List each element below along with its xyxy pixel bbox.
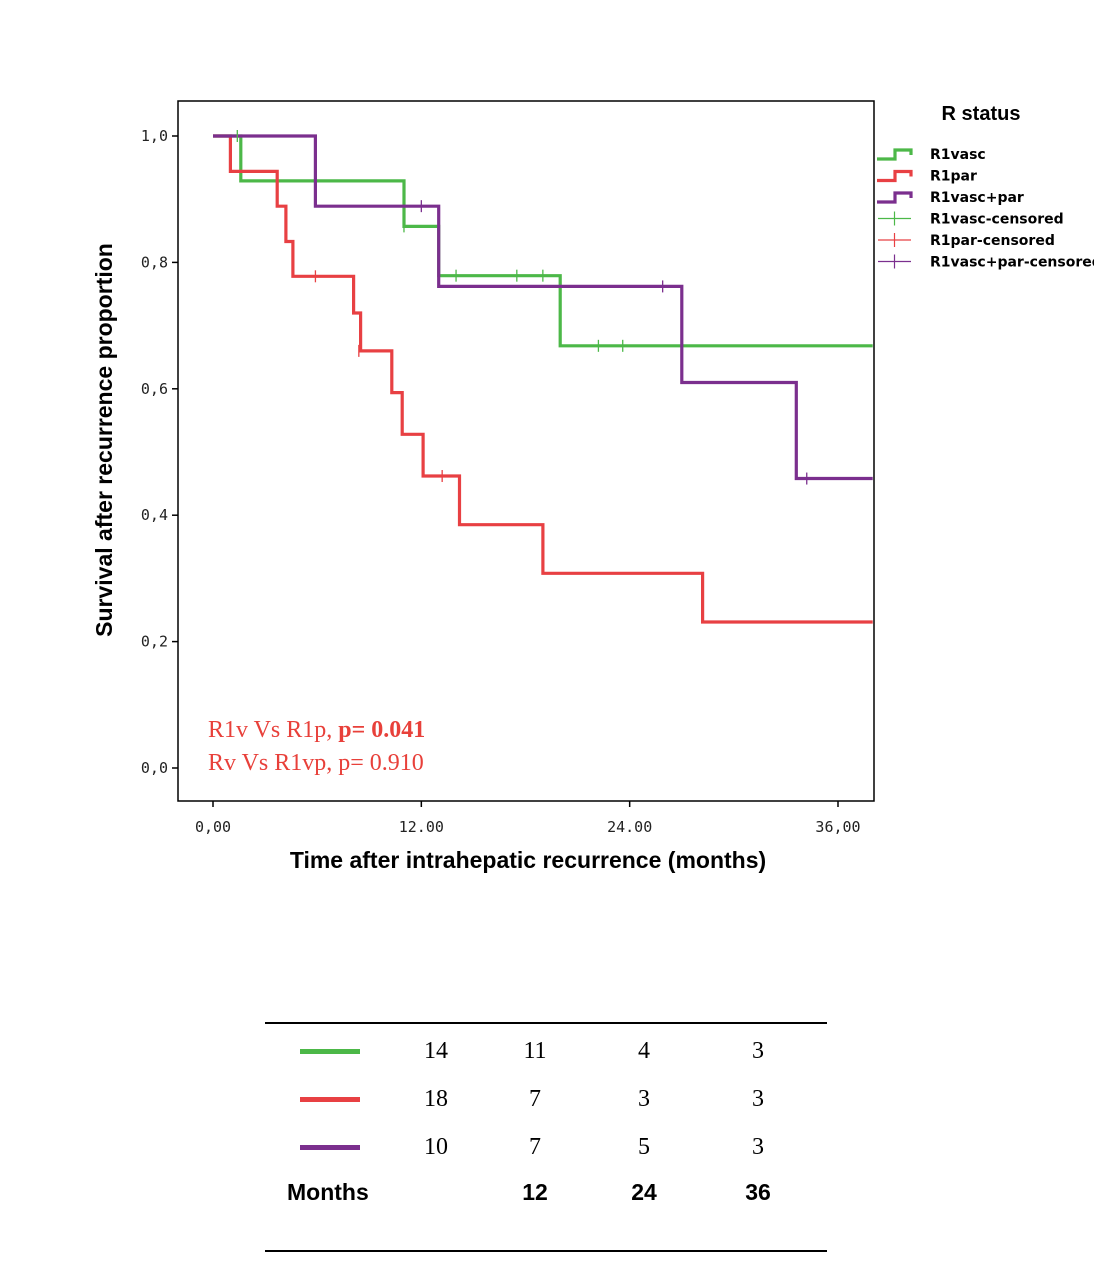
y-tick-label: 0,2: [141, 633, 168, 651]
risk-cell: 18: [424, 1086, 448, 1112]
months-value: 24: [631, 1179, 657, 1205]
p-value-text: R1v Vs R1p, p= 0.041: [208, 717, 425, 743]
legend-label: R1vasc+par-censored: [930, 255, 1094, 271]
y-tick-label: 0,6: [141, 380, 168, 398]
series-line-r1vasc: [213, 134, 873, 348]
p-value-bold: p= 0.041: [338, 717, 425, 743]
risk-cell: 11: [523, 1038, 547, 1064]
months-value: 12: [522, 1179, 548, 1205]
risk-cell: 3: [752, 1134, 764, 1160]
legend-label: R1vasc-censored: [930, 212, 1064, 228]
risk-cell: 7: [529, 1086, 541, 1112]
plot-frame: [177, 100, 875, 802]
x-tick-label: 24.00: [607, 818, 652, 836]
risk-cell: 3: [638, 1086, 650, 1112]
legend-title: R status: [942, 103, 1021, 125]
x-axis-title: Time after intrahepatic recurrence (mont…: [290, 847, 766, 873]
legend-swatch: [877, 148, 913, 161]
x-tick-label: 36,00: [815, 818, 860, 836]
x-tick-label: 0,00: [195, 818, 231, 836]
p-value-text: Rv Vs R1vp, p= 0.910: [208, 750, 424, 776]
y-axis: 0,0 0,2 0,4 0,6 0,8 1,0: [141, 127, 178, 777]
risk-cell: 3: [752, 1038, 764, 1064]
y-axis-title: Survival after recurrence proportion: [91, 243, 117, 637]
series-line-r1par: [213, 134, 873, 624]
legend-label: R1vasc+par: [930, 190, 1024, 206]
p-value-annotations: R1v Vs R1p, p= 0.041 Rv Vs R1vp, p= 0.910: [208, 717, 425, 776]
risk-cell: 5: [638, 1134, 650, 1160]
y-tick-label: 0,4: [141, 506, 168, 524]
risk-cell: 10: [424, 1134, 448, 1160]
legend-label: R1vasc: [930, 147, 986, 163]
legend-swatch: [877, 191, 913, 204]
risk-row-r1par: 18 7 3 3: [265, 1084, 827, 1114]
risk-row-months: Months 12 24 36: [265, 1177, 827, 1207]
x-axis: 0,00 12.00 24.00 36,00: [195, 801, 861, 836]
y-tick-label: 0,0: [141, 759, 168, 777]
risk-cell: 7: [529, 1134, 541, 1160]
y-tick-label: 0,8: [141, 253, 168, 271]
months-value: 36: [745, 1179, 771, 1205]
y-tick-label: 1,0: [141, 127, 168, 145]
series-line-r1vasc-par: [213, 134, 873, 481]
legend-label: R1par-censored: [930, 233, 1055, 249]
risk-row-swatch: [300, 1049, 360, 1054]
risk-cell: 3: [752, 1086, 764, 1112]
km-chart: 0,0 0,2 0,4 0,6 0,8 1,0 0,00 12.00 24.00 36,00 T…: [91, 100, 1094, 873]
p-value-label: Rv Vs R1vp, p= 0.910: [208, 750, 424, 776]
x-tick-label: 12.00: [399, 818, 444, 836]
risk-table: 14 11 4 3 18 7 3 3 10 7 5 3 Months 12 24…: [265, 1022, 827, 1252]
risk-row-swatch: [300, 1097, 360, 1102]
months-label: Months: [287, 1179, 369, 1205]
risk-row-r1vasc-par: 10 7 5 3: [265, 1132, 827, 1162]
risk-row-r1vasc: 14 11 4 3: [265, 1036, 827, 1066]
survival-curves: [213, 134, 873, 624]
legend: R status R1vasc R1par R1vasc+par R1vasc-cen…: [877, 103, 1094, 271]
legend-label: R1par: [930, 169, 977, 185]
legend-swatch: [877, 169, 913, 183]
risk-cell: 14: [424, 1038, 448, 1064]
censor-marks: [236, 130, 808, 485]
p-value-label: R1v Vs R1p,: [208, 717, 338, 743]
risk-cell: 4: [638, 1038, 650, 1064]
risk-row-swatch: [300, 1145, 360, 1150]
